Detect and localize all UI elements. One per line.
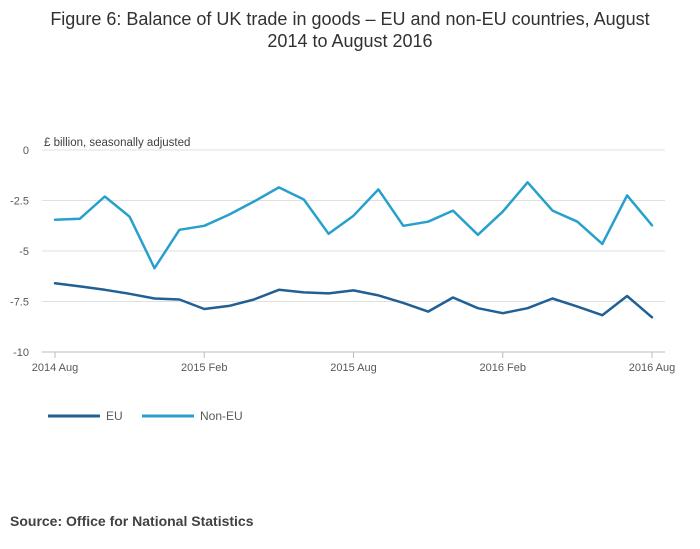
legend-label: Non-EU xyxy=(200,409,243,423)
chart-title-line-1: Figure 6: Balance of UK trade in goods –… xyxy=(50,9,650,29)
x-tick-label: 2014 Aug xyxy=(32,362,79,374)
grid-lines xyxy=(42,149,665,353)
x-tick-label: 2016 Feb xyxy=(480,362,526,374)
chart-title: Figure 6: Balance of UK trade in goods –… xyxy=(0,8,700,52)
legend-label: EU xyxy=(106,409,123,423)
legend[interactable]: EU Non-EU xyxy=(48,409,243,423)
x-axis: 2014 Aug 2015 Feb 2015 Aug 2016 Feb 2016 Aug xyxy=(32,351,676,374)
series-line-non-eu[interactable] xyxy=(53,181,654,270)
legend-item-non-eu[interactable]: Non-EU xyxy=(142,409,243,423)
source-note: Source: Office for National Statistics xyxy=(10,513,254,529)
series-lines xyxy=(53,181,654,319)
y-axis-unit-label: £ billion, seasonally adjusted xyxy=(44,137,190,149)
x-tick-label: 2016 Aug xyxy=(629,362,676,374)
y-tick-label: 0 xyxy=(23,145,29,157)
series-line-eu[interactable] xyxy=(53,282,654,319)
y-tick-label: -5 xyxy=(19,246,29,258)
y-tick-label: -10 xyxy=(13,347,29,359)
line-chart: £ billion, seasonally adjusted 0 -2.5 -5 -7… xyxy=(10,137,676,423)
x-tick-label: 2015 Feb xyxy=(181,362,227,374)
y-axis-ticks: 0 -2.5 -5 -7.5 -10 xyxy=(10,145,29,359)
y-tick-label: -2.5 xyxy=(10,196,29,208)
y-tick-label: -7.5 xyxy=(10,297,29,309)
legend-item-eu[interactable]: EU xyxy=(48,409,123,423)
chart-title-line-2: 2014 to August 2016 xyxy=(267,31,433,51)
x-tick-label: 2015 Aug xyxy=(330,362,377,374)
